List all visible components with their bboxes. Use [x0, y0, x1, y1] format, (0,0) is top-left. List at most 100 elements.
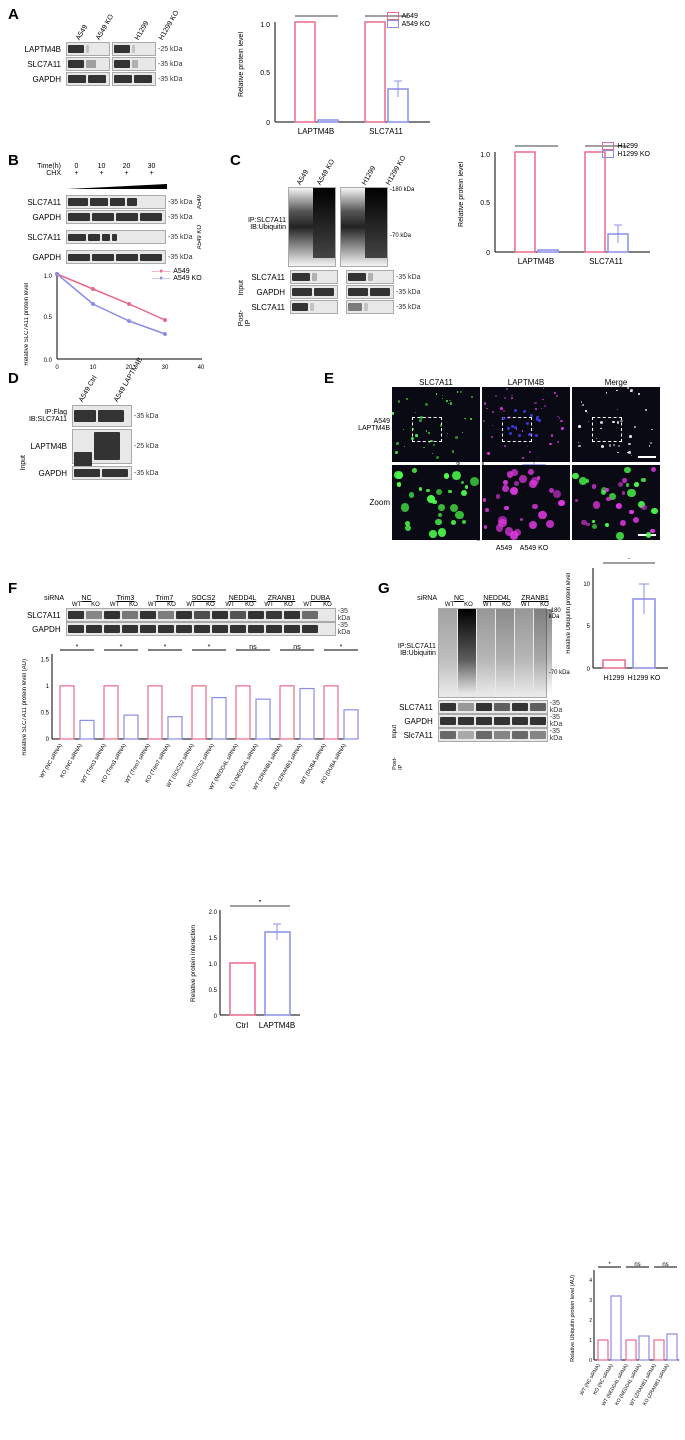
svg-text:*: * — [76, 644, 79, 651]
panel-label-B: B — [8, 152, 19, 169]
microscopy-image — [572, 387, 660, 462]
blot-row-label: SLC7A11 — [392, 703, 436, 712]
header-label: CHX — [22, 170, 64, 177]
blot-row-label: GAPDH — [22, 469, 70, 478]
mw-label: -35 kDa — [158, 61, 183, 68]
y-axis-label: Relative SLC7A11 protein level (AU) — [22, 659, 28, 756]
svg-text:0.5: 0.5 — [260, 70, 270, 77]
panel-C-chart2: 0510 * H1299 H1299 KO Relative Ubiquitin… — [568, 558, 673, 688]
mw-label: -180 kDa — [549, 608, 572, 620]
svg-text:0.5: 0.5 — [480, 200, 490, 207]
svg-text:3: 3 — [589, 1298, 592, 1304]
svg-text:1.0: 1.0 — [480, 152, 490, 159]
svg-text:30: 30 — [162, 365, 169, 371]
svg-text:A549: A549 — [496, 545, 512, 552]
panel-A-blots: LAPTM4B -25 kDa SLC7A11 -35 kDa GAPDH -3… — [22, 42, 202, 86]
mw-label: -35 kDa — [158, 76, 183, 83]
svg-text:0: 0 — [46, 737, 50, 743]
mw-label: -35 kDa — [168, 199, 193, 206]
svg-text:0.5: 0.5 — [209, 988, 218, 994]
svg-text:H1299: H1299 — [604, 675, 625, 682]
mw-label: -35 kDa — [134, 413, 159, 420]
svg-text:10: 10 — [90, 365, 97, 371]
microscopy-image — [482, 387, 570, 462]
img-title: Merge — [572, 378, 660, 387]
microscopy-image — [392, 387, 480, 462]
y-axis-label: Relative protein level — [238, 32, 245, 97]
panel-label-F: F — [8, 580, 17, 597]
mw-label: -35 kDa — [396, 274, 421, 281]
blot-row-label: GAPDH — [22, 213, 64, 222]
mw-label: -70 kDa — [390, 233, 414, 239]
legend-label: A549 — [402, 13, 418, 20]
mw-label: -35 kDa — [396, 304, 421, 311]
svg-text:ns: ns — [662, 1262, 668, 1268]
panel-A-chart2: H1299 H1299 KO 00.51.0 * * LAPTM4B SLC7A… — [460, 142, 660, 272]
group-label: NC — [440, 595, 478, 602]
mw-label: -35 kDa — [550, 714, 572, 728]
legend-label: A549 — [173, 268, 189, 275]
blot-row-label: GAPDH — [22, 253, 64, 262]
group-label: SOCS2 — [184, 595, 223, 602]
group-label: Trim7 — [145, 595, 184, 602]
svg-text:0: 0 — [486, 250, 490, 257]
svg-text:*: * — [627, 558, 631, 564]
panel-label-E: E — [324, 370, 334, 387]
row-label: A549 LAPTM4B — [342, 418, 390, 432]
svg-text:ns: ns — [249, 644, 257, 651]
svg-text:0.5: 0.5 — [44, 315, 53, 321]
blot-row-label: SLC7A11 — [22, 611, 64, 620]
legend-label: A549 KO — [402, 21, 430, 28]
blot-row-label: LAPTM4B — [22, 45, 64, 54]
img-title: SLC7A11 — [392, 378, 480, 387]
svg-text:40: 40 — [198, 365, 205, 371]
group-label: NEDD4L — [478, 595, 516, 602]
svg-text:SLC7A11: SLC7A11 — [369, 127, 403, 136]
panel-label-D: D — [8, 370, 19, 387]
svg-text:LAPTM4B: LAPTM4B — [518, 257, 554, 266]
panel-label-A: A — [8, 6, 19, 23]
svg-text:2.0: 2.0 — [209, 910, 218, 916]
svg-text:0.5: 0.5 — [41, 710, 50, 716]
blot-row-label: SLC7A11 — [22, 233, 64, 242]
panel-D-chart: 00.51.01.52.0 * Ctrl LAPTM4B Relative pr… — [190, 900, 310, 1040]
mw-label: -25 kDa — [134, 443, 159, 450]
panel-F-chart: 00.511.5WT (NC siRNA)KO (NC siRNA)WT (Tr… — [22, 644, 362, 804]
header-label: siRNA — [22, 595, 67, 602]
group-label: ZRANB1 — [516, 595, 554, 602]
svg-text:0: 0 — [587, 667, 591, 673]
ip-label: IP:Flag IB:SLC7A11 — [22, 409, 70, 423]
svg-text:SLC7A11: SLC7A11 — [589, 257, 623, 266]
blot-row-label: GAPDH — [392, 717, 436, 726]
mw-label: -35 kDa — [168, 234, 193, 241]
y-axis-label: Relative Ubiquitin protein level (AU) — [570, 1275, 576, 1362]
y-axis-label: Relative protein interaction — [190, 925, 197, 1002]
mw-label: -35 kDa — [168, 214, 193, 221]
svg-text:1.0: 1.0 — [260, 22, 270, 29]
mw-label: -35 kDa — [338, 622, 362, 636]
ip-label: IP:SLC7A11 IB:Ubiquitin — [392, 643, 438, 698]
svg-text:0: 0 — [589, 1358, 592, 1364]
blot-row-label: GAPDH — [240, 288, 288, 297]
svg-text:5: 5 — [587, 624, 591, 630]
svg-text:1.5: 1.5 — [209, 936, 218, 942]
legend-label: H1299 KO — [617, 151, 650, 158]
legend-label: H1299 — [617, 143, 638, 150]
group-label: A549 KO — [197, 225, 203, 249]
img-title: LAPTM4B — [482, 378, 570, 387]
mw-label: -35 kDa — [134, 470, 159, 477]
mw-label: -25 kDa — [158, 46, 183, 53]
zoom-image — [572, 465, 660, 540]
panel-G-chart: Relative Ubiquitin protein level (AU) 0 1… — [572, 1260, 682, 1440]
svg-text:1.5: 1.5 — [41, 657, 50, 663]
panel-label-G: G — [378, 580, 390, 597]
panel-A-chart1: A549 A549 KO 00.51.0 * * LAPTM4B SLC7A11… — [240, 12, 440, 142]
svg-text:1.0: 1.0 — [44, 274, 53, 280]
svg-text:2: 2 — [589, 1318, 592, 1324]
blot-row-label: SLC7A11 — [240, 273, 288, 282]
svg-text:H1299 KO: H1299 KO — [628, 675, 661, 682]
ip-label: IP:SLC7A11 IB:Ubiquitin — [240, 217, 288, 267]
svg-text:ns: ns — [293, 644, 301, 651]
group-label: Trim3 — [106, 595, 145, 602]
svg-text:1: 1 — [589, 1338, 592, 1344]
